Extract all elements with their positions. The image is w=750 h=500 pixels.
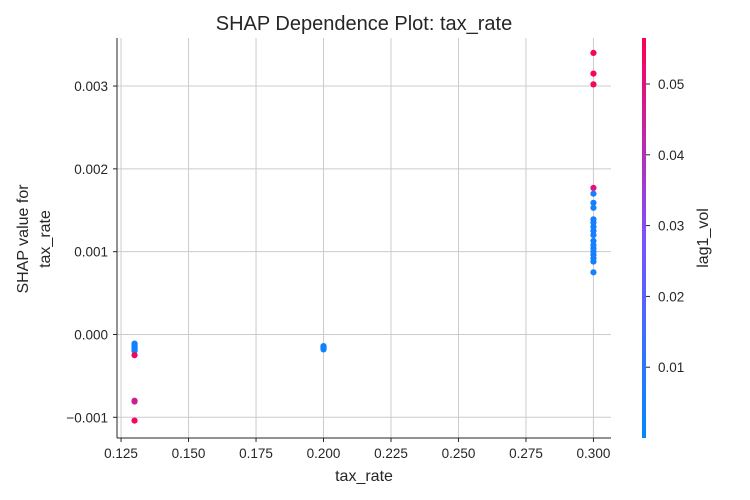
x-axis-ticks: 0.125 0.150 0.175 0.200 0.225 0.250 0.275 0.300 — [104, 438, 610, 461]
chart-title: SHAP Dependence Plot: tax_rate — [216, 13, 512, 35]
x-tick-label: 0.150 — [172, 446, 206, 461]
x-axis-label: tax_rate — [335, 468, 393, 485]
colorbar — [642, 38, 646, 438]
x-tick-label: 0.175 — [239, 446, 273, 461]
x-tick-label: 0.250 — [442, 446, 476, 461]
y-axis-label: SHAP value for tax_rate — [15, 184, 54, 294]
data-point — [320, 346, 327, 353]
colorbar-tick-label: 0.02 — [658, 289, 684, 304]
data-point — [590, 199, 597, 206]
y-tick-label: 0.003 — [74, 79, 108, 94]
y-tick-label: 0.002 — [74, 162, 108, 177]
y-axis-label-line-2: tax_rate — [37, 210, 54, 268]
data-point — [590, 49, 597, 57]
y-tick-label: 0.000 — [74, 327, 108, 342]
data-point — [590, 232, 597, 239]
colorbar-ticks: 0.01 0.02 0.03 0.04 0.05 — [646, 77, 685, 375]
data-point — [590, 184, 597, 191]
data-point — [590, 190, 597, 197]
x-tick-label: 0.275 — [509, 446, 543, 461]
data-point — [590, 258, 597, 265]
x-tick-label: 0.225 — [374, 446, 408, 461]
x-tick-label: 0.300 — [577, 446, 611, 461]
x-tick-label: 0.125 — [104, 446, 138, 461]
y-tick-label: 0.001 — [74, 245, 108, 260]
y-axis-label-line-1: SHAP value for — [15, 184, 32, 294]
x-tick-label: 0.200 — [307, 446, 341, 461]
colorbar-tick-label: 0.04 — [658, 148, 685, 163]
data-point — [590, 81, 597, 88]
data-point — [590, 269, 597, 276]
y-axis-ticks: −0.001 0.000 0.001 0.002 0.003 — [66, 79, 117, 425]
grid — [117, 38, 611, 438]
data-point — [590, 204, 597, 211]
data-point — [131, 398, 138, 405]
data-point — [131, 352, 138, 359]
data-point — [590, 70, 597, 77]
colorbar-tick-label: 0.05 — [658, 77, 684, 92]
points — [131, 49, 597, 424]
colorbar-label: lag1_vol — [695, 208, 712, 268]
y-tick-label: −0.001 — [66, 410, 108, 425]
colorbar-tick-label: 0.03 — [658, 219, 684, 234]
colorbar-tick-label: 0.01 — [658, 360, 684, 375]
data-point — [131, 417, 138, 424]
